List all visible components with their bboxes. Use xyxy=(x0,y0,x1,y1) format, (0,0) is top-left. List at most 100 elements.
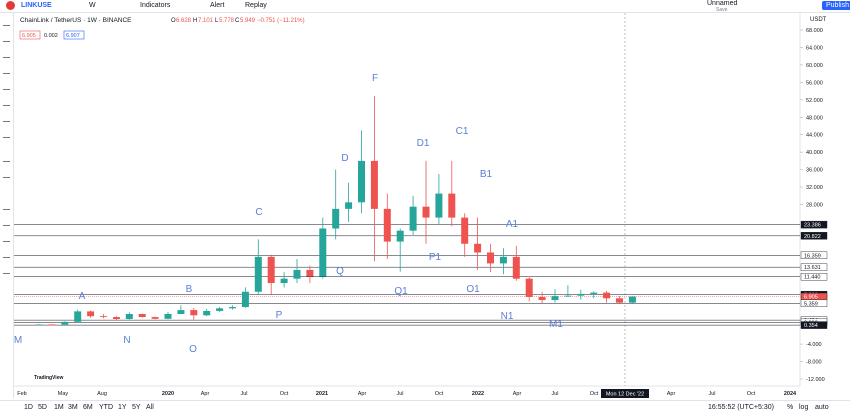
price-label-box xyxy=(800,321,828,329)
currency[interactable]: USDT xyxy=(810,17,827,23)
price-label: 11.440 xyxy=(804,275,820,281)
time-label: Apr xyxy=(667,391,676,397)
range-button[interactable]: 1Y xyxy=(118,404,127,411)
range-button[interactable]: All xyxy=(146,404,154,411)
y-tick-label: 28.000 xyxy=(806,203,823,209)
tool[interactable] xyxy=(3,105,10,106)
replay-button[interactable]: Replay xyxy=(245,2,267,9)
candle-body xyxy=(164,313,172,319)
candle-body xyxy=(512,256,520,279)
y-tick-label: 52.000 xyxy=(806,98,823,104)
tool[interactable] xyxy=(3,121,10,122)
candle-body xyxy=(448,193,456,218)
auto-toggle[interactable]: auto xyxy=(815,404,829,411)
candle-body xyxy=(616,298,623,303)
tool[interactable] xyxy=(3,241,10,242)
price-label: 16.359 xyxy=(804,253,821,259)
candle-body xyxy=(61,321,69,325)
candle-body xyxy=(216,308,224,311)
percent-toggle[interactable]: % xyxy=(787,404,794,411)
log-toggle[interactable]: log xyxy=(799,404,809,411)
tool[interactable] xyxy=(3,177,10,178)
tool[interactable] xyxy=(3,57,10,58)
y-tick-label: 32.000 xyxy=(806,185,823,191)
legend-open: 6.628 xyxy=(176,18,192,24)
range-button[interactable]: 5Y xyxy=(132,404,141,411)
legend-low: 5.778 xyxy=(219,18,235,24)
range-button[interactable]: 1D xyxy=(24,404,33,411)
range-button[interactable]: 3M xyxy=(68,404,78,411)
tool[interactable] xyxy=(3,225,10,226)
time-label: May xyxy=(58,391,69,397)
range-button[interactable]: 6M xyxy=(83,404,93,411)
indicators-button[interactable]: Indicators xyxy=(140,2,171,9)
time-label: 2024 xyxy=(784,391,797,397)
candle-body xyxy=(229,307,236,309)
chart: USDT ChainLink / TetherUS · 1W · BINANCE… xyxy=(14,13,828,398)
wave-label: M1 xyxy=(549,319,563,330)
price-label: 23.386 xyxy=(804,223,821,229)
candle-body xyxy=(35,324,43,326)
range-button[interactable]: 5D xyxy=(38,404,47,411)
candle-body xyxy=(87,311,95,317)
wave-label: B1 xyxy=(480,169,493,180)
watermark: TradingView xyxy=(34,375,63,381)
time-label: Oct xyxy=(590,391,599,397)
price-label-box xyxy=(800,299,828,307)
publish-button[interactable]: Publish xyxy=(822,1,850,10)
wave-label: D1 xyxy=(417,138,430,149)
candle-body xyxy=(48,324,56,326)
layout-name[interactable]: Unnamed xyxy=(707,0,738,7)
candle-body xyxy=(461,217,469,244)
bottom-bar: 1D 5D 1M 3M 6M YTD 1Y 5Y All 16:55:52 (UTC+5:30)%… xyxy=(0,400,850,413)
candle-body xyxy=(358,160,365,203)
candle-body xyxy=(332,208,340,229)
range-button[interactable]: 1M xyxy=(54,404,64,411)
y-tick-label: 48.000 xyxy=(806,115,823,121)
interval[interactable]: W xyxy=(89,2,96,9)
tool[interactable] xyxy=(3,25,10,26)
y-tick-label: -12.000 xyxy=(806,377,825,383)
time-label: Apr xyxy=(513,391,522,397)
time-label: Aug xyxy=(97,391,107,397)
range-button[interactable]: YTD xyxy=(99,404,113,411)
wave-label: O xyxy=(189,344,197,355)
wave-label: C1 xyxy=(456,126,469,137)
top-toolbar: LINKUSE W Indicators Alert Replay Unname… xyxy=(0,0,850,13)
time-label: Jul xyxy=(708,391,715,397)
price-label: 0.354 xyxy=(804,323,818,329)
wave-label: P1 xyxy=(429,252,442,263)
wave-label: A xyxy=(79,291,86,302)
price-label-box xyxy=(800,220,828,229)
candle-body xyxy=(396,230,404,242)
bid-box[interactable] xyxy=(19,30,41,40)
tool[interactable] xyxy=(3,137,10,138)
wave-label: A1 xyxy=(506,219,519,230)
clock: 16:55:52 (UTC+5:30) xyxy=(708,404,774,411)
y-tick-label: 60.000 xyxy=(806,63,823,69)
tool[interactable] xyxy=(3,257,10,258)
candle-body xyxy=(628,296,636,303)
alert-button[interactable]: Alert xyxy=(210,2,225,9)
tool[interactable] xyxy=(3,89,10,90)
price-label: 13.631 xyxy=(804,265,821,271)
ask-box[interactable] xyxy=(63,30,85,40)
tool[interactable] xyxy=(3,161,10,162)
time-label: Jul xyxy=(396,391,403,397)
candle-body xyxy=(370,160,378,209)
wave-label: D xyxy=(341,153,348,164)
legend-high: 7.101 xyxy=(198,18,214,24)
price-label-box xyxy=(800,263,828,271)
price-label-box xyxy=(800,273,828,281)
price-label: 6.905 xyxy=(804,295,818,301)
spread: 0.002 xyxy=(44,33,58,39)
tool[interactable] xyxy=(3,209,10,210)
symbol[interactable]: LINKUSE xyxy=(21,2,52,9)
wave-label: P xyxy=(276,310,283,321)
wave-label: Q xyxy=(336,266,344,277)
legend-o: O xyxy=(171,18,176,24)
tool[interactable] xyxy=(3,273,10,274)
tool[interactable] xyxy=(3,73,10,74)
price-label: 20.822 xyxy=(804,234,821,240)
tool[interactable] xyxy=(3,41,10,42)
